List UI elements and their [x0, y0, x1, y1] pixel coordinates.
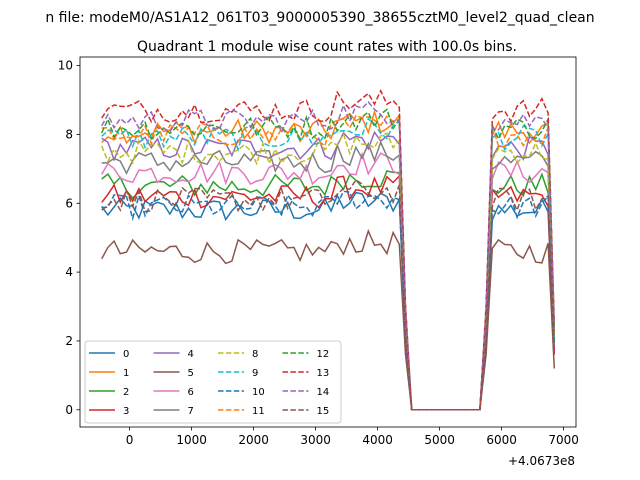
legend-label-8: 8: [252, 349, 258, 360]
y-tick-label: 10: [58, 59, 73, 73]
legend-label-7: 7: [188, 406, 194, 417]
legend-label-10: 10: [252, 387, 265, 398]
x-tick-label: 0: [126, 433, 134, 447]
chart-title: Quadrant 1 module wise count rates with …: [137, 39, 517, 55]
x-tick-label: 2000: [238, 433, 269, 447]
series-line-10: [101, 190, 556, 411]
y-tick-label: 0: [65, 403, 73, 417]
legend-label-2: 2: [123, 387, 129, 398]
x-tick-label: 5000: [424, 433, 455, 447]
legend-label-6: 6: [188, 387, 194, 398]
legend-label-1: 1: [123, 368, 129, 379]
legend-box: [84, 340, 342, 424]
series-line-12: [101, 108, 556, 411]
y-tick-label: 8: [65, 127, 73, 141]
plot-area: [101, 89, 556, 411]
x-tick-label: 1000: [176, 433, 207, 447]
plot-frame: [79, 56, 577, 428]
x-tick-label: 4000: [362, 433, 393, 447]
legend-label-4: 4: [188, 349, 194, 360]
legend-label-15: 15: [317, 406, 330, 417]
legend-label-11: 11: [252, 406, 265, 417]
legend-label-9: 9: [252, 368, 258, 379]
series-line-15: [101, 178, 556, 411]
chart-suptitle: n file: modeM0/AS1A12_061T03_9000005390_…: [45, 10, 594, 26]
legend-label-0: 0: [123, 349, 129, 360]
legend-label-3: 3: [123, 406, 129, 417]
x-tick-label: 3000: [300, 433, 331, 447]
legend-label-12: 12: [317, 349, 330, 360]
legend-label-5: 5: [188, 368, 194, 379]
y-tick-label: 4: [65, 265, 73, 279]
x-tick-label: 7000: [548, 433, 579, 447]
x-offset-label: +4.0673e8: [508, 454, 575, 468]
y-tick-label: 2: [65, 334, 73, 348]
y-tick-label: 6: [65, 196, 73, 210]
legend-label-13: 13: [317, 368, 330, 379]
series-line-13: [101, 89, 556, 411]
x-tick-label: 6000: [486, 433, 517, 447]
legend-label-14: 14: [317, 387, 330, 398]
